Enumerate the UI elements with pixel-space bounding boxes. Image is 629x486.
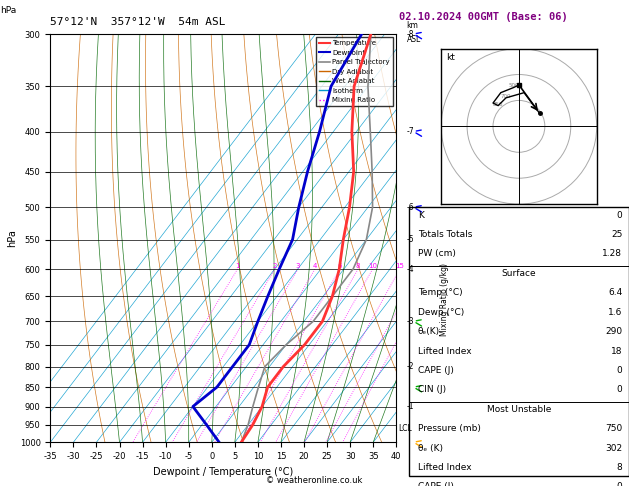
Text: Pressure (mb): Pressure (mb) (418, 424, 481, 433)
Text: -2: -2 (407, 362, 414, 371)
Text: 57°12'N  357°12'W  54m ASL: 57°12'N 357°12'W 54m ASL (50, 17, 226, 27)
Text: 8: 8 (616, 463, 623, 472)
Text: CAPE (J): CAPE (J) (418, 483, 454, 486)
Text: Mixing Ratio (g/kg): Mixing Ratio (g/kg) (440, 263, 449, 336)
Text: Lifted Index: Lifted Index (418, 463, 471, 472)
Text: CAPE (J): CAPE (J) (418, 366, 454, 375)
Text: -8: -8 (407, 30, 414, 38)
Text: -1: -1 (407, 402, 414, 411)
Text: 0: 0 (616, 385, 623, 394)
X-axis label: Dewpoint / Temperature (°C): Dewpoint / Temperature (°C) (153, 467, 293, 477)
Text: 18: 18 (611, 347, 623, 356)
Text: 0: 0 (616, 366, 623, 375)
Text: 02.10.2024 00GMT (Base: 06): 02.10.2024 00GMT (Base: 06) (399, 12, 568, 22)
Text: 500: 500 (508, 84, 519, 88)
Text: 2: 2 (273, 263, 277, 269)
Text: 8: 8 (356, 263, 360, 269)
Text: kt: kt (446, 53, 455, 62)
Text: 700: 700 (501, 94, 511, 99)
Text: -5: -5 (407, 235, 415, 244)
Text: Totals Totals: Totals Totals (418, 230, 472, 239)
Text: -4: -4 (407, 264, 415, 274)
Text: PW (cm): PW (cm) (418, 249, 455, 259)
Text: 1: 1 (235, 263, 240, 269)
Text: Most Unstable: Most Unstable (487, 405, 551, 414)
Text: 0: 0 (616, 210, 623, 220)
Text: -3: -3 (407, 317, 415, 326)
Text: θₑ(K): θₑ(K) (418, 327, 440, 336)
Legend: Temperature, Dewpoint, Parcel Trajectory, Dry Adiabat, Wet Adiabat, Isotherm, Mi: Temperature, Dewpoint, Parcel Trajectory… (316, 37, 392, 106)
Text: © weatheronline.co.uk: © weatheronline.co.uk (266, 476, 363, 485)
Text: Surface: Surface (501, 269, 537, 278)
Text: Lifted Index: Lifted Index (418, 347, 471, 356)
Text: -7: -7 (407, 127, 415, 136)
Text: 4: 4 (313, 263, 317, 269)
Text: 3: 3 (296, 263, 300, 269)
Text: 25: 25 (611, 230, 623, 239)
Text: ASL: ASL (407, 35, 421, 44)
Text: θₑ (K): θₑ (K) (418, 444, 443, 452)
Text: 0: 0 (616, 483, 623, 486)
Text: 6.4: 6.4 (608, 288, 623, 297)
Text: 850: 850 (493, 102, 503, 106)
Text: LCL: LCL (398, 424, 412, 433)
Text: Temp (°C): Temp (°C) (418, 288, 462, 297)
Text: 15: 15 (396, 263, 404, 269)
Text: hPa: hPa (0, 5, 16, 15)
Text: 302: 302 (605, 444, 623, 452)
Text: 1.6: 1.6 (608, 308, 623, 317)
Text: -6: -6 (407, 203, 415, 212)
Text: 290: 290 (605, 327, 623, 336)
Text: 1.28: 1.28 (603, 249, 623, 259)
Text: 10: 10 (368, 263, 377, 269)
Y-axis label: hPa: hPa (7, 229, 17, 247)
Text: K: K (418, 210, 423, 220)
Text: km: km (407, 21, 418, 30)
Text: 6: 6 (338, 263, 342, 269)
Text: 750: 750 (605, 424, 623, 433)
Text: CIN (J): CIN (J) (418, 385, 446, 394)
Text: Dewp (°C): Dewp (°C) (418, 308, 464, 317)
